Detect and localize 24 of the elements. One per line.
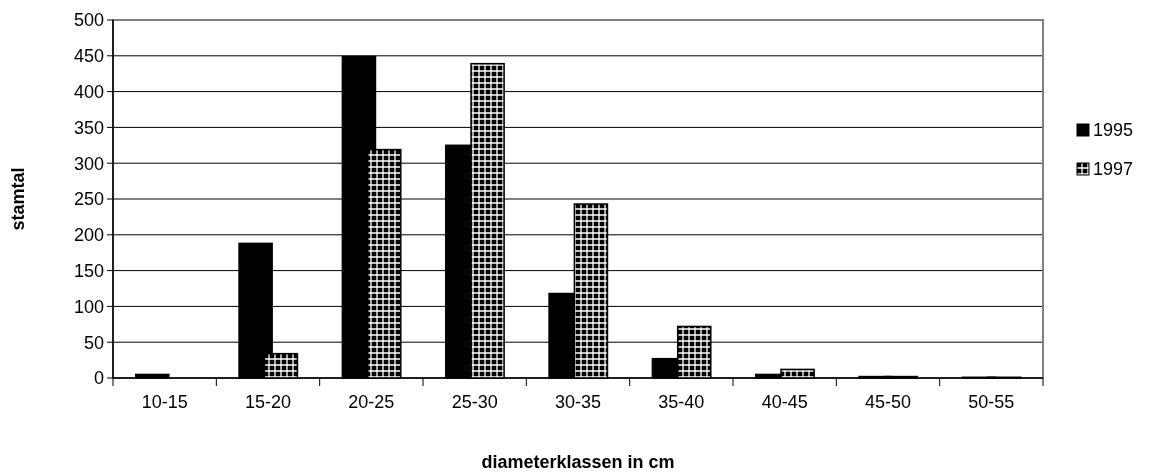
y-tick-label: 150 [73, 260, 104, 281]
y-tick-label: 300 [73, 153, 104, 174]
x-axis-title: diameterklassen in cm [481, 452, 675, 472]
y-tick-label: 200 [73, 225, 104, 246]
y-tick-label: 100 [73, 296, 104, 317]
y-tick-label: 500 [73, 10, 104, 31]
y-tick-label: 250 [73, 189, 104, 210]
y-tick-label: 450 [73, 46, 104, 67]
x-tick-label: 10-15 [141, 392, 188, 412]
y-tick-label: 350 [73, 117, 104, 138]
x-tick-label: 25-30 [451, 392, 498, 412]
x-tick-label: 30-35 [554, 392, 602, 412]
y-tick-label: 50 [83, 332, 104, 353]
y-tick-label: 400 [73, 81, 104, 102]
legend-label: 1995 [1093, 120, 1134, 141]
y-axis-title: stamtal [8, 167, 28, 231]
x-tick-label: 45-50 [864, 392, 912, 412]
x-tick-label: 15-20 [244, 392, 292, 412]
x-tick-label: 50-55 [968, 392, 1015, 412]
x-tick-label: 35-40 [658, 392, 705, 412]
legend-label: 1997 [1093, 159, 1134, 180]
x-tick-label: 40-45 [761, 392, 808, 412]
x-tick-label: 20-25 [348, 392, 395, 412]
y-tick-label: 0 [93, 368, 104, 389]
